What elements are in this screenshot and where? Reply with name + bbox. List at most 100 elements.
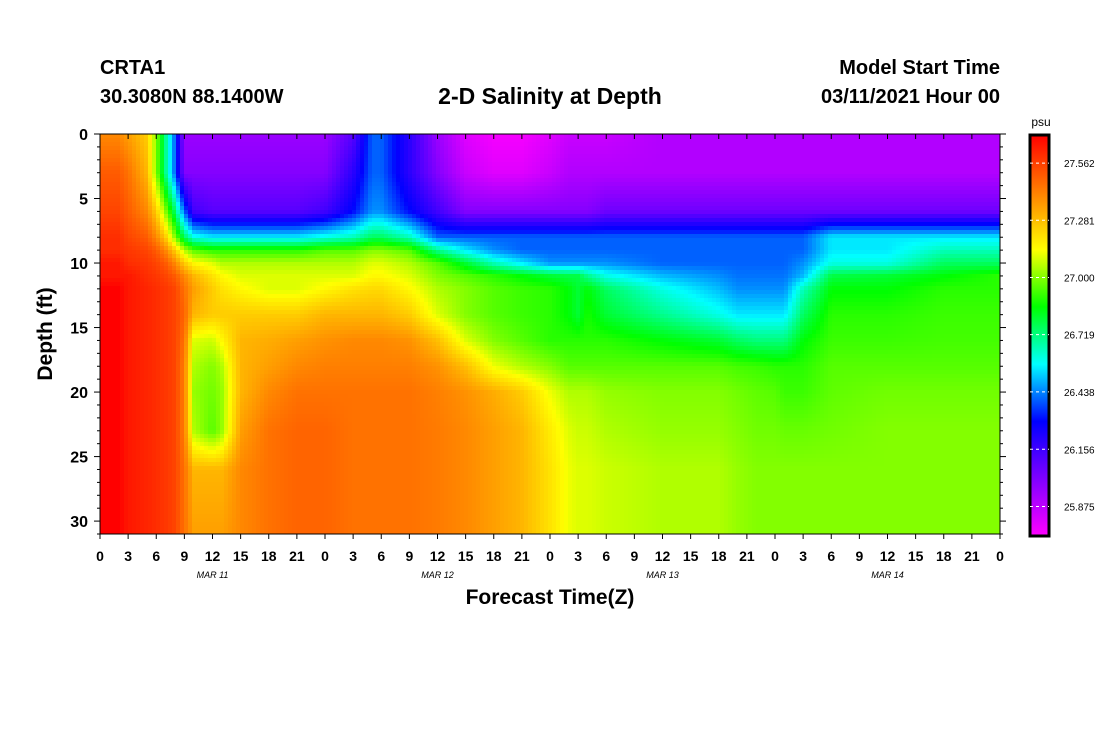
heatmap-cell: [320, 210, 325, 215]
heatmap-cell: [348, 186, 353, 191]
heatmap-cell: [208, 190, 213, 195]
heatmap-cell: [676, 194, 681, 199]
heatmap-cell: [860, 170, 865, 175]
heatmap-cell: [528, 154, 533, 159]
heatmap-cell: [244, 214, 249, 219]
heatmap-cell: [772, 190, 777, 195]
heatmap-cell: [900, 154, 905, 159]
heatmap-cell: [576, 190, 581, 195]
heatmap-cell: [808, 154, 813, 159]
heatmap-cell: [660, 178, 665, 183]
heatmap-cell: [852, 158, 857, 163]
heatmap-cell: [224, 142, 229, 147]
heatmap-cell: [412, 134, 417, 139]
heatmap-cell: [560, 142, 565, 147]
heatmap-cell: [228, 182, 233, 187]
heatmap-cell: [896, 218, 901, 223]
heatmap-cell: [664, 210, 669, 215]
heatmap-cell: [564, 202, 569, 207]
heatmap-cell: [484, 146, 489, 151]
heatmap-cell: [296, 202, 301, 207]
heatmap-cell: [720, 218, 725, 223]
heatmap-cell: [816, 178, 821, 183]
heatmap-cell: [464, 194, 469, 199]
heatmap-cell: [448, 202, 453, 207]
heatmap-cell: [896, 158, 901, 163]
heatmap-cell: [324, 182, 329, 187]
heatmap-cell: [896, 142, 901, 147]
heatmap-cell: [176, 202, 181, 207]
heatmap-cell: [148, 202, 153, 207]
heatmap-cell: [988, 182, 993, 187]
heatmap-cell: [596, 134, 601, 139]
heatmap-cell: [800, 206, 805, 211]
heatmap-cell: [344, 162, 349, 167]
heatmap-cell: [724, 134, 729, 139]
heatmap-cell: [764, 190, 769, 195]
heatmap-cell: [880, 198, 885, 203]
heatmap-cell: [480, 134, 485, 139]
heatmap-cell: [768, 214, 773, 219]
heatmap-cell: [604, 178, 609, 183]
heatmap-cell: [400, 194, 405, 199]
heatmap-cell: [736, 178, 741, 183]
heatmap-cell: [928, 146, 933, 151]
heatmap-cell: [252, 194, 257, 199]
heatmap-cell: [172, 158, 177, 163]
heatmap-cell: [912, 190, 917, 195]
heatmap-cell: [764, 194, 769, 199]
heatmap-cell: [840, 218, 845, 223]
heatmap-cell: [484, 170, 489, 175]
heatmap-cell: [160, 210, 165, 215]
heatmap-cell: [868, 150, 873, 155]
heatmap-cell: [876, 194, 881, 199]
heatmap-cell: [648, 150, 653, 155]
heatmap-cell: [544, 150, 549, 155]
heatmap-cell: [692, 158, 697, 163]
heatmap-cell: [384, 138, 389, 143]
heatmap-cell: [796, 142, 801, 147]
heatmap-cell: [356, 134, 361, 139]
heatmap-cell: [624, 178, 629, 183]
heatmap-cell: [116, 218, 121, 223]
heatmap-cell: [144, 150, 149, 155]
heatmap-cell: [632, 190, 637, 195]
heatmap-cell: [724, 162, 729, 167]
heatmap-cell: [492, 190, 497, 195]
heatmap-cell: [484, 166, 489, 171]
heatmap-cell: [932, 182, 937, 187]
heatmap-cell: [420, 218, 425, 223]
heatmap-cell: [336, 190, 341, 195]
heatmap-cell: [932, 158, 937, 163]
heatmap-cell: [176, 170, 181, 175]
heatmap-cell: [512, 194, 517, 199]
heatmap-cell: [136, 170, 141, 175]
heatmap-cell: [716, 146, 721, 151]
heatmap-cell: [628, 166, 633, 171]
heatmap-cell: [432, 158, 437, 163]
heatmap-cell: [492, 170, 497, 175]
heatmap-cell: [340, 210, 345, 215]
heatmap-cell: [668, 154, 673, 159]
heatmap-cell: [312, 146, 317, 151]
heatmap-cell: [736, 198, 741, 203]
heatmap-cell: [596, 170, 601, 175]
heatmap-cell: [292, 178, 297, 183]
heatmap-cell: [148, 146, 153, 151]
heatmap-cell: [208, 214, 213, 219]
heatmap-cell: [400, 146, 405, 151]
heatmap-cell: [764, 206, 769, 211]
heatmap-cell: [540, 206, 545, 211]
heatmap-cell: [180, 186, 185, 191]
heatmap-cell: [300, 206, 305, 211]
heatmap-cell: [616, 186, 621, 191]
heatmap-cell: [836, 194, 841, 199]
heatmap-cell: [552, 194, 557, 199]
heatmap-cell: [568, 158, 573, 163]
heatmap-cell: [360, 182, 365, 187]
heatmap-cell: [232, 142, 237, 147]
heatmap-cell: [240, 174, 245, 179]
heatmap-cell: [760, 174, 765, 179]
heatmap-cell: [444, 146, 449, 151]
heatmap-cell: [708, 150, 713, 155]
